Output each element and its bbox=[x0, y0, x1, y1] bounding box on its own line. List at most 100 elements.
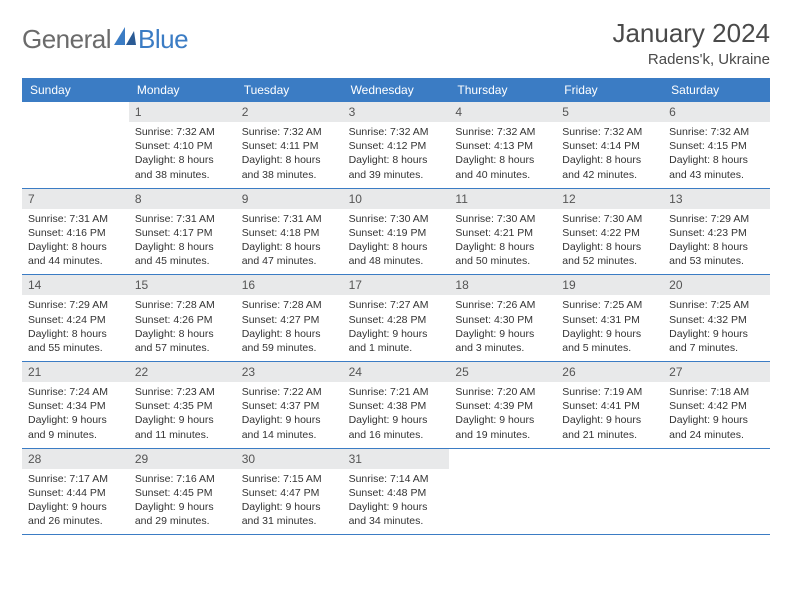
sunset-text: Sunset: 4:32 PM bbox=[669, 313, 764, 327]
daylight-text: Daylight: 8 hours and 57 minutes. bbox=[135, 327, 230, 355]
sunset-text: Sunset: 4:34 PM bbox=[28, 399, 123, 413]
sunset-text: Sunset: 4:13 PM bbox=[455, 139, 550, 153]
sunrise-text: Sunrise: 7:25 AM bbox=[562, 298, 657, 312]
sunrise-text: Sunrise: 7:23 AM bbox=[135, 385, 230, 399]
sunrise-text: Sunrise: 7:32 AM bbox=[349, 125, 444, 139]
daylight-text: Daylight: 9 hours and 26 minutes. bbox=[28, 500, 123, 528]
calendar-cell: 10Sunrise: 7:30 AMSunset: 4:19 PMDayligh… bbox=[343, 189, 450, 275]
day-number: 5 bbox=[556, 102, 663, 122]
day-details: Sunrise: 7:32 AMSunset: 4:12 PMDaylight:… bbox=[343, 122, 450, 188]
sunset-text: Sunset: 4:24 PM bbox=[28, 313, 123, 327]
sunrise-text: Sunrise: 7:20 AM bbox=[455, 385, 550, 399]
day-number: 2 bbox=[236, 102, 343, 122]
daylight-text: Daylight: 8 hours and 44 minutes. bbox=[28, 240, 123, 268]
sunrise-text: Sunrise: 7:25 AM bbox=[669, 298, 764, 312]
sunrise-text: Sunrise: 7:30 AM bbox=[349, 212, 444, 226]
daylight-text: Daylight: 8 hours and 43 minutes. bbox=[669, 153, 764, 181]
daylight-text: Daylight: 9 hours and 7 minutes. bbox=[669, 327, 764, 355]
daylight-text: Daylight: 9 hours and 31 minutes. bbox=[242, 500, 337, 528]
daylight-text: Daylight: 8 hours and 42 minutes. bbox=[562, 153, 657, 181]
logo-text-general: General bbox=[22, 24, 111, 55]
sunset-text: Sunset: 4:30 PM bbox=[455, 313, 550, 327]
sunrise-text: Sunrise: 7:29 AM bbox=[28, 298, 123, 312]
day-number: 26 bbox=[556, 362, 663, 382]
sunset-text: Sunset: 4:45 PM bbox=[135, 486, 230, 500]
sunrise-text: Sunrise: 7:31 AM bbox=[135, 212, 230, 226]
sunrise-text: Sunrise: 7:28 AM bbox=[135, 298, 230, 312]
day-details: Sunrise: 7:31 AMSunset: 4:18 PMDaylight:… bbox=[236, 209, 343, 275]
month-title: January 2024 bbox=[612, 18, 770, 49]
sunset-text: Sunset: 4:27 PM bbox=[242, 313, 337, 327]
sunrise-text: Sunrise: 7:21 AM bbox=[349, 385, 444, 399]
sunset-text: Sunset: 4:38 PM bbox=[349, 399, 444, 413]
weekday-header: Wednesday bbox=[343, 78, 450, 102]
sunset-text: Sunset: 4:35 PM bbox=[135, 399, 230, 413]
day-details: Sunrise: 7:32 AMSunset: 4:15 PMDaylight:… bbox=[663, 122, 770, 188]
calendar-cell: 18Sunrise: 7:26 AMSunset: 4:30 PMDayligh… bbox=[449, 275, 556, 361]
day-number: 14 bbox=[22, 275, 129, 295]
calendar-cell: 5Sunrise: 7:32 AMSunset: 4:14 PMDaylight… bbox=[556, 102, 663, 188]
day-details: Sunrise: 7:25 AMSunset: 4:31 PMDaylight:… bbox=[556, 295, 663, 361]
calendar-cell: 14Sunrise: 7:29 AMSunset: 4:24 PMDayligh… bbox=[22, 275, 129, 361]
calendar-cell: 9Sunrise: 7:31 AMSunset: 4:18 PMDaylight… bbox=[236, 189, 343, 275]
calendar-cell: 17Sunrise: 7:27 AMSunset: 4:28 PMDayligh… bbox=[343, 275, 450, 361]
day-number: 29 bbox=[129, 449, 236, 469]
sunrise-text: Sunrise: 7:28 AM bbox=[242, 298, 337, 312]
day-number: 20 bbox=[663, 275, 770, 295]
daylight-text: Daylight: 8 hours and 55 minutes. bbox=[28, 327, 123, 355]
calendar-cell: 25Sunrise: 7:20 AMSunset: 4:39 PMDayligh… bbox=[449, 362, 556, 448]
daylight-text: Daylight: 8 hours and 48 minutes. bbox=[349, 240, 444, 268]
calendar-cell: 26Sunrise: 7:19 AMSunset: 4:41 PMDayligh… bbox=[556, 362, 663, 448]
calendar-cell: . bbox=[556, 449, 663, 535]
day-number: 1 bbox=[129, 102, 236, 122]
sunset-text: Sunset: 4:26 PM bbox=[135, 313, 230, 327]
day-number: 16 bbox=[236, 275, 343, 295]
sunrise-text: Sunrise: 7:16 AM bbox=[135, 472, 230, 486]
sunset-text: Sunset: 4:17 PM bbox=[135, 226, 230, 240]
day-number: 4 bbox=[449, 102, 556, 122]
calendar-row: 21Sunrise: 7:24 AMSunset: 4:34 PMDayligh… bbox=[22, 362, 770, 449]
sunrise-text: Sunrise: 7:32 AM bbox=[669, 125, 764, 139]
title-block: January 2024 Radens'k, Ukraine bbox=[612, 18, 770, 68]
day-number: 21 bbox=[22, 362, 129, 382]
day-number: 25 bbox=[449, 362, 556, 382]
day-details: Sunrise: 7:30 AMSunset: 4:21 PMDaylight:… bbox=[449, 209, 556, 275]
sunset-text: Sunset: 4:47 PM bbox=[242, 486, 337, 500]
day-number: 3 bbox=[343, 102, 450, 122]
daylight-text: Daylight: 9 hours and 21 minutes. bbox=[562, 413, 657, 441]
logo: General Blue bbox=[22, 18, 188, 55]
daylight-text: Daylight: 9 hours and 9 minutes. bbox=[28, 413, 123, 441]
daylight-text: Daylight: 9 hours and 5 minutes. bbox=[562, 327, 657, 355]
day-details: Sunrise: 7:17 AMSunset: 4:44 PMDaylight:… bbox=[22, 469, 129, 535]
day-details: Sunrise: 7:24 AMSunset: 4:34 PMDaylight:… bbox=[22, 382, 129, 448]
calendar-row: 14Sunrise: 7:29 AMSunset: 4:24 PMDayligh… bbox=[22, 275, 770, 362]
calendar-cell: 7Sunrise: 7:31 AMSunset: 4:16 PMDaylight… bbox=[22, 189, 129, 275]
sunset-text: Sunset: 4:37 PM bbox=[242, 399, 337, 413]
day-details: Sunrise: 7:29 AMSunset: 4:24 PMDaylight:… bbox=[22, 295, 129, 361]
day-details: Sunrise: 7:29 AMSunset: 4:23 PMDaylight:… bbox=[663, 209, 770, 275]
day-number: 27 bbox=[663, 362, 770, 382]
day-details: Sunrise: 7:31 AMSunset: 4:16 PMDaylight:… bbox=[22, 209, 129, 275]
sunset-text: Sunset: 4:10 PM bbox=[135, 139, 230, 153]
sunrise-text: Sunrise: 7:29 AM bbox=[669, 212, 764, 226]
sunrise-text: Sunrise: 7:31 AM bbox=[242, 212, 337, 226]
calendar-cell: 11Sunrise: 7:30 AMSunset: 4:21 PMDayligh… bbox=[449, 189, 556, 275]
logo-text-blue: Blue bbox=[138, 24, 188, 55]
daylight-text: Daylight: 9 hours and 24 minutes. bbox=[669, 413, 764, 441]
day-details: Sunrise: 7:32 AMSunset: 4:14 PMDaylight:… bbox=[556, 122, 663, 188]
day-number: 15 bbox=[129, 275, 236, 295]
weekday-header: Sunday bbox=[22, 78, 129, 102]
sunrise-text: Sunrise: 7:17 AM bbox=[28, 472, 123, 486]
logo-sail-icon bbox=[114, 27, 136, 45]
sunrise-text: Sunrise: 7:31 AM bbox=[28, 212, 123, 226]
sunset-text: Sunset: 4:28 PM bbox=[349, 313, 444, 327]
sunrise-text: Sunrise: 7:24 AM bbox=[28, 385, 123, 399]
sunset-text: Sunset: 4:21 PM bbox=[455, 226, 550, 240]
day-number: 8 bbox=[129, 189, 236, 209]
calendar-cell: . bbox=[663, 449, 770, 535]
day-number: 22 bbox=[129, 362, 236, 382]
sunrise-text: Sunrise: 7:30 AM bbox=[562, 212, 657, 226]
day-details: Sunrise: 7:31 AMSunset: 4:17 PMDaylight:… bbox=[129, 209, 236, 275]
sunset-text: Sunset: 4:11 PM bbox=[242, 139, 337, 153]
daylight-text: Daylight: 9 hours and 34 minutes. bbox=[349, 500, 444, 528]
